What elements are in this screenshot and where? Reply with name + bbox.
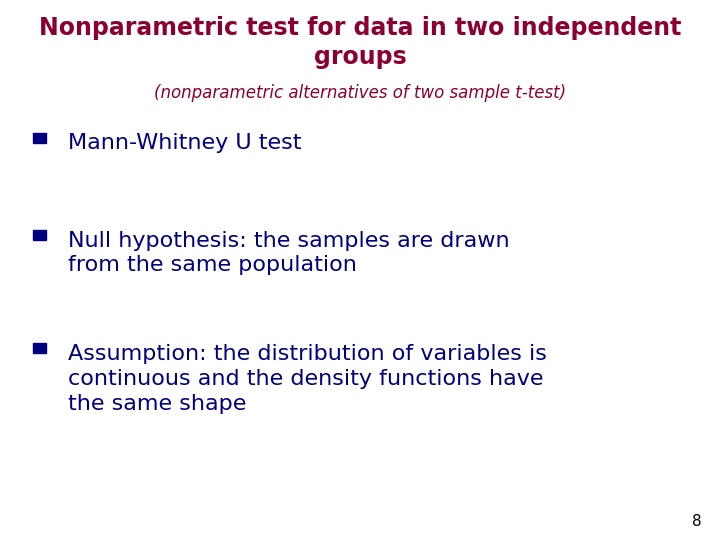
Text: Nonparametric test for data in two independent
groups: Nonparametric test for data in two indep…: [39, 16, 681, 69]
FancyBboxPatch shape: [33, 230, 46, 240]
Text: Null hypothesis: the samples are drawn
from the same population: Null hypothesis: the samples are drawn f…: [68, 231, 510, 275]
FancyBboxPatch shape: [33, 343, 46, 353]
Text: 8: 8: [693, 514, 702, 529]
Text: Assumption: the distribution of variables is
continuous and the density function: Assumption: the distribution of variable…: [68, 344, 547, 414]
Text: Mann-Whitney U test: Mann-Whitney U test: [68, 133, 302, 153]
Text: (nonparametric alternatives of two sample t-test): (nonparametric alternatives of two sampl…: [154, 84, 566, 102]
FancyBboxPatch shape: [33, 133, 46, 143]
